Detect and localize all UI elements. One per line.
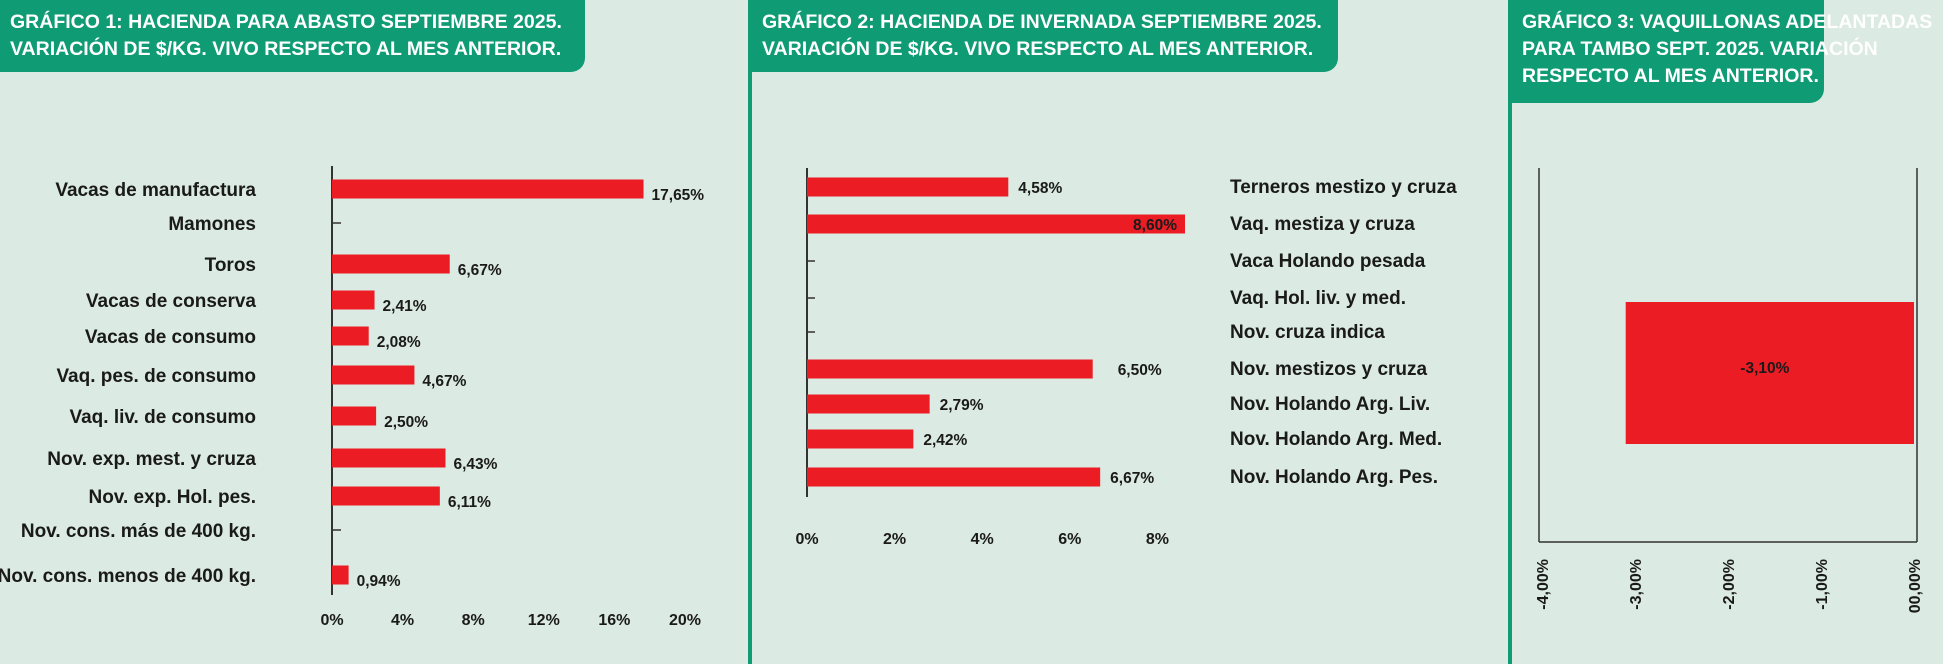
x-tick-label: 4% [391, 612, 414, 629]
data-label: 0,94% [357, 573, 401, 590]
category-label: Nov. cons. más de 400 kg. [21, 521, 256, 542]
bar [807, 177, 1009, 197]
x-tick-label: 16% [598, 612, 630, 629]
bar [332, 365, 415, 385]
chart-title-2-line1: GRÁFICO 2: HACIENDA DE INVERNADA SEPTIEM… [762, 11, 1322, 33]
category-label: Nov. Holando Arg. Liv. [1230, 394, 1430, 415]
x-tick-label: -1,00% [1814, 559, 1831, 610]
x-tick-label: 0% [320, 612, 343, 629]
data-label: 17,65% [652, 187, 705, 204]
category-label: Vaq. liv. de consumo [69, 407, 256, 428]
panel-divider [748, 0, 752, 664]
bar [332, 565, 349, 585]
bar [1625, 302, 1914, 444]
x-tick-label: 20% [669, 612, 701, 629]
data-label: 4,58% [1018, 180, 1062, 197]
chart-title-2-line2: VARIACIÓN DE $/KG. VIVO RESPECTO AL MES … [762, 38, 1314, 60]
chart-title-1-line1: GRÁFICO 1: HACIENDA PARA ABASTO SEPTIEMB… [10, 11, 562, 33]
data-label: 6,50% [1118, 362, 1162, 379]
category-label: Nov. exp. Hol. pes. [88, 487, 256, 508]
x-tick-label: -4,00% [1535, 559, 1552, 610]
chart-title-1: GRÁFICO 1: HACIENDA PARA ABASTO SEPTIEMB… [0, 0, 585, 72]
data-label: 2,50% [384, 414, 428, 431]
bar [332, 406, 377, 426]
bar [807, 429, 914, 449]
bar-chart-invernada: Terneros mestizo y cruza 4,58% Vaq. mestiz… [795, 168, 1457, 548]
data-label: 6,67% [1110, 470, 1154, 487]
x-tick-label: 00,00% [1907, 559, 1924, 613]
category-label: Vaq. Hol. liv. y med. [1230, 288, 1406, 309]
x-tick-label: 2% [883, 531, 906, 548]
bar [332, 486, 440, 506]
panel-divider [1508, 0, 1512, 664]
data-label: 8,60% [1133, 217, 1177, 234]
category-label: Vaca Holando pesada [1230, 251, 1426, 272]
bar [332, 254, 450, 274]
category-label: Nov. exp. mest. y cruza [47, 449, 256, 470]
category-label: Mamones [168, 214, 256, 235]
category-label: Nov. cons. menos de 400 kg. [0, 566, 256, 587]
data-label: -3,10% [1740, 360, 1789, 377]
x-tick-label: 8% [1146, 531, 1169, 548]
category-label: Terneros mestizo y cruza [1230, 177, 1457, 198]
data-label: 2,41% [383, 298, 427, 315]
data-label: 6,43% [453, 456, 497, 473]
chart-title-2: GRÁFICO 2: HACIENDA DE INVERNADA SEPTIEM… [752, 0, 1338, 72]
bar [807, 467, 1101, 487]
chart-panel-abasto: GRÁFICO 1: HACIENDA PARA ABASTO SEPTIEMB… [0, 0, 748, 664]
category-label: Vacas de consumo [85, 327, 256, 348]
category-label: Toros [205, 255, 256, 276]
data-label: 4,67% [422, 373, 466, 390]
bar [807, 359, 1093, 379]
x-tick-label: -2,00% [1721, 559, 1738, 610]
bar-chart-vaquillonas: -3,10% -4,00% -3,00% -2,00% -1,00% 00,00% [1535, 168, 1924, 613]
category-label: Vacas de manufactura [55, 180, 256, 201]
x-tick-label: 6% [1058, 531, 1081, 548]
data-label: 6,67% [458, 262, 502, 279]
data-label: 2,08% [377, 334, 421, 351]
chart-title-3-line3: RESPECTO AL MES ANTERIOR. [1522, 65, 1819, 87]
bar [332, 326, 369, 346]
category-label: Nov. mestizos y cruza [1230, 359, 1428, 380]
x-tick-label: 0% [795, 531, 818, 548]
bar [332, 179, 644, 199]
chart-title-3-line2: PARA TAMBO SEPT. 2025. VARIACIÓN [1522, 38, 1878, 60]
bar [807, 394, 930, 414]
chart-title-1-line2: VARIACIÓN DE $/KG. VIVO RESPECTO AL MES … [10, 38, 562, 60]
data-label: 6,11% [448, 494, 491, 511]
data-label: 2,79% [940, 397, 984, 414]
x-tick-label: 4% [971, 531, 994, 548]
x-tick-label: -3,00% [1628, 559, 1645, 610]
bar-chart-abasto: Vacas de manufactura 17,65% Mamones Toros 6,… [0, 166, 705, 629]
chart-panel-invernada: GRÁFICO 2: HACIENDA DE INVERNADA SEPTIEM… [752, 0, 1508, 664]
x-tick-label: 8% [462, 612, 485, 629]
category-label: Vaq. pes. de consumo [56, 366, 256, 387]
bar [332, 290, 375, 310]
x-tick-label: 12% [528, 612, 560, 629]
bar [807, 214, 1185, 234]
category-label: Nov. cruza indica [1230, 322, 1385, 343]
category-label: Nov. Holando Arg. Med. [1230, 429, 1442, 450]
category-label: Nov. Holando Arg. Pes. [1230, 467, 1438, 488]
category-label: Vacas de conserva [86, 291, 256, 312]
data-label: 2,42% [923, 432, 967, 449]
chart-panel-vaquillonas: GRÁFICO 3: VAQUILLONAS ADELANTADAS PARA … [1512, 0, 1943, 664]
category-label: Vaq. mestiza y cruza [1230, 214, 1415, 235]
bar [332, 448, 446, 468]
